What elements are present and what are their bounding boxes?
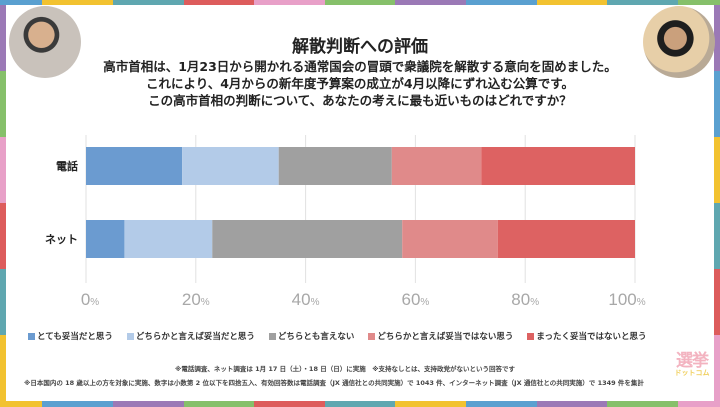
legend-swatch [268,332,276,340]
frame-bottom-border [0,401,720,407]
bottom-border-segment [536,401,608,407]
x-tick-label: 20% [182,290,210,309]
survey-note-methodology: ※日本国内の 18 歳以上の方を対象に実施、数字は小数第 2 位以下を四捨五入、… [24,379,644,387]
bottom-border-segment [254,401,325,407]
legend-swatch [368,332,376,340]
left-border-segment [0,203,6,269]
right-border-segment [714,71,720,137]
right-border-segment [714,335,720,401]
top-border-segment [536,0,608,5]
legend-item-somewhat-inappropriate: どちらかと言えば妥当ではない思う [368,330,513,342]
top-border-segment [607,0,678,5]
presenter-right-video [643,6,715,78]
bar-segment [212,220,403,258]
x-tick-label: 40% [292,290,320,309]
bottom-border-segment [42,401,113,407]
bar-segment [481,147,635,185]
legend-label: まったく妥当ではないと思う [536,332,647,342]
bottom-border-segment [395,401,466,407]
left-border-segment [0,5,6,71]
chart-title: 解散判断への評価 [292,37,428,57]
legend-swatch [527,332,535,340]
x-tick-label: 60% [401,290,429,309]
top-border-segment [112,0,184,5]
question-line-2: これにより、4月からの新年度予算案の成立が4月以降にずれ込む公算です。 [145,76,575,91]
legend-item-neutral: どちらとも言えない [268,330,355,342]
legend-label: どちらかと言えば妥当ではない思う [377,332,514,342]
top-border-segment [395,0,466,5]
legend-swatch [126,332,134,340]
legend-item-somewhat-appropriate: どちらかと言えば妥当だと思う [126,330,255,342]
chart-legend: とても妥当だと思う どちらかと言えば妥当だと思う どちらとも言えない どちらかと… [28,330,708,342]
legend-label: どちらとも言えない [277,332,355,342]
right-border-segment [714,137,720,203]
left-border-segment [0,137,6,203]
frame-top-border [0,0,720,5]
legend-label: とても妥当だと思う [37,332,113,342]
top-border-segment [42,0,113,5]
left-border-segment [0,335,6,401]
bar-segment [124,220,213,258]
legend-label: どちらかと言えば妥当だと思う [135,332,255,342]
top-border-segment [0,0,43,5]
legend-item-very-appropriate: とても妥当だと思う [28,330,113,342]
x-tick-label: 0% [81,290,99,309]
bar-segment [86,220,125,258]
presenter-left-video [9,6,81,78]
top-border-segment [465,0,537,5]
bottom-border-segment [112,401,184,407]
question-line-3: この高市首相の判断について、あなたの考えに最も近いものはどれですか？ [148,93,572,108]
senkyo-dotcom-logo: 選挙 ドットコム [672,353,712,377]
top-border-segment [677,0,720,5]
bar-segment [86,147,183,185]
top-border-segment [254,0,325,5]
bottom-border-segment [607,401,678,407]
bottom-border-segment [677,401,720,407]
frame-right-border [714,5,720,401]
question-line-1: 高市首相は、1月23日から開かれる通常国会の冒頭で衆議院を解散する意向を固めまし… [103,59,617,74]
category-label: ネット [45,233,78,246]
logo-main-text: 選挙 [676,351,709,371]
top-border-segment [324,0,396,5]
x-tick-label: 100% [608,290,645,309]
bar-segment [278,147,392,185]
bottom-border-segment [324,401,396,407]
right-border-segment [714,269,720,335]
left-border-segment [0,71,6,137]
frame-left-border [0,5,6,401]
legend-item-not-appropriate: まったく妥当ではないと思う [527,330,647,342]
bar-segment [391,147,482,185]
bar-segment [402,220,498,258]
legend-swatch [28,332,35,340]
bottom-border-segment [465,401,537,407]
right-border-segment [714,203,720,269]
x-tick-label: 80% [511,290,539,309]
bottom-border-segment [0,401,43,407]
left-border-segment [0,269,6,335]
top-border-segment [183,0,255,5]
bar-segment [497,220,635,258]
category-label: 電話 [56,159,78,173]
bar-segment [182,147,279,185]
bottom-border-segment [183,401,255,407]
logo-sub-text: ドットコム [674,369,710,377]
survey-note-dates: ※電話調査、ネット調査は 1月 17 日（土）・18 日（日）に実施 ※支持なし… [175,365,516,373]
right-border-segment [714,5,720,71]
survey-question: 高市首相は、1月23日から開かれる通常国会の冒頭で衆議院を解散する意向を固めまし… [0,58,720,109]
